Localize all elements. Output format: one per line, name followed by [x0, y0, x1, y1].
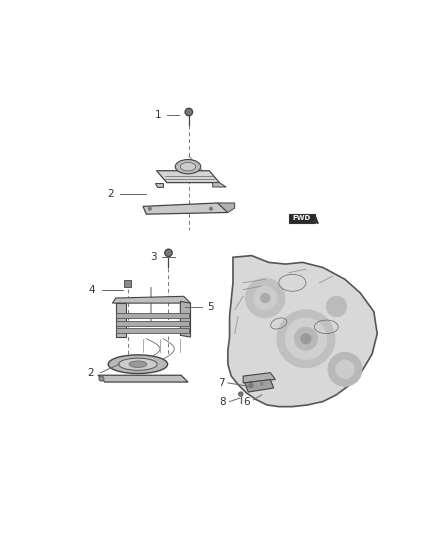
- Polygon shape: [212, 183, 226, 187]
- FancyBboxPatch shape: [116, 321, 189, 326]
- Circle shape: [100, 377, 103, 381]
- Text: 1: 1: [155, 110, 162, 120]
- Circle shape: [184, 108, 193, 116]
- Circle shape: [148, 207, 152, 211]
- Text: 2: 2: [87, 368, 94, 378]
- Polygon shape: [156, 171, 219, 183]
- Text: 4: 4: [89, 285, 95, 295]
- Text: 2: 2: [107, 190, 114, 199]
- Circle shape: [246, 278, 285, 318]
- Polygon shape: [245, 379, 274, 392]
- Text: 6: 6: [243, 397, 250, 407]
- Polygon shape: [180, 302, 191, 337]
- Ellipse shape: [180, 163, 196, 171]
- Circle shape: [238, 391, 244, 397]
- Circle shape: [254, 286, 277, 310]
- FancyBboxPatch shape: [124, 280, 131, 287]
- Circle shape: [328, 352, 362, 386]
- Polygon shape: [98, 375, 188, 382]
- Circle shape: [260, 293, 270, 303]
- Circle shape: [260, 382, 264, 386]
- Polygon shape: [143, 203, 228, 214]
- Circle shape: [186, 109, 192, 115]
- Polygon shape: [116, 303, 126, 337]
- Circle shape: [164, 248, 173, 257]
- Circle shape: [294, 327, 318, 350]
- Circle shape: [277, 310, 335, 368]
- Text: 5: 5: [208, 302, 214, 311]
- Circle shape: [301, 334, 311, 344]
- Circle shape: [285, 318, 327, 360]
- Polygon shape: [243, 373, 276, 383]
- Polygon shape: [228, 256, 377, 407]
- Text: 7: 7: [218, 378, 224, 388]
- Circle shape: [166, 250, 172, 256]
- Text: 3: 3: [150, 252, 156, 262]
- Text: 8: 8: [219, 397, 226, 407]
- Ellipse shape: [175, 159, 201, 174]
- Ellipse shape: [108, 355, 168, 374]
- Circle shape: [336, 360, 354, 378]
- FancyBboxPatch shape: [116, 313, 189, 318]
- FancyBboxPatch shape: [289, 214, 315, 223]
- Polygon shape: [218, 203, 235, 213]
- Ellipse shape: [119, 358, 157, 370]
- Text: FWD: FWD: [293, 215, 311, 221]
- Polygon shape: [155, 183, 163, 187]
- Polygon shape: [113, 296, 191, 303]
- Circle shape: [248, 383, 254, 389]
- Ellipse shape: [129, 361, 147, 367]
- FancyBboxPatch shape: [116, 328, 189, 333]
- Circle shape: [326, 296, 346, 317]
- Circle shape: [209, 207, 213, 211]
- Circle shape: [239, 392, 243, 396]
- Circle shape: [99, 376, 105, 382]
